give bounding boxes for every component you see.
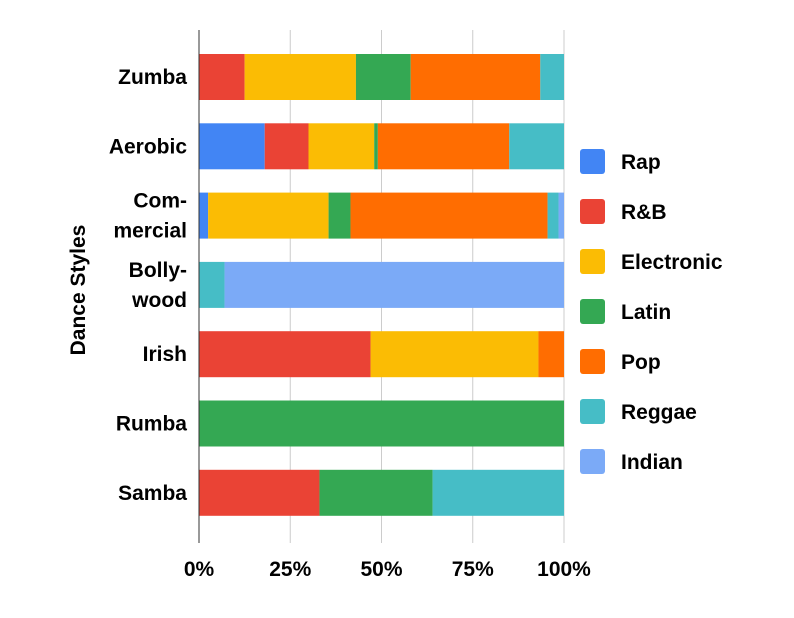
- category-label: wood: [131, 289, 187, 312]
- legend-item[interactable]: Electronic: [580, 249, 723, 274]
- x-tick-label: 100%: [537, 558, 591, 581]
- bar-segment-pop: [350, 192, 548, 239]
- legend-swatch: [580, 349, 605, 374]
- legend-item[interactable]: Latin: [580, 299, 671, 324]
- legend-label: R&B: [621, 201, 667, 224]
- category-label: Samba: [118, 482, 187, 505]
- legend-label: Rap: [621, 151, 661, 174]
- x-tick-labels: 0% 25% 50% 75% 100%: [184, 558, 591, 581]
- x-tick-label: 0%: [184, 558, 215, 581]
- bar-segment-r-b: [199, 469, 320, 516]
- legend-item[interactable]: Rap: [580, 149, 661, 174]
- bar-segment-latin: [199, 400, 564, 447]
- bar-segment-rap: [199, 123, 265, 170]
- legend-swatch: [580, 249, 605, 274]
- x-tick-label: 75%: [452, 558, 494, 581]
- legend-swatch: [580, 299, 605, 324]
- bar-segment-reggae: [540, 54, 564, 100]
- bar-segment-latin: [319, 469, 433, 516]
- category-label: Bolly-: [129, 259, 187, 282]
- legend-label: Indian: [621, 451, 683, 474]
- bar-segment-reggae: [432, 469, 564, 516]
- bar-segment-electronic: [308, 123, 375, 170]
- bar-segment-reggae: [547, 192, 559, 239]
- bar-segment-pop: [410, 54, 541, 100]
- legend-item[interactable]: R&B: [580, 199, 667, 224]
- legend: Rap R&B Electronic Latin Pop Reggae Indian: [580, 149, 723, 474]
- legend-swatch: [580, 449, 605, 474]
- x-tick-label: 25%: [269, 558, 311, 581]
- category-label: Rumba: [116, 413, 187, 436]
- legend-label: Latin: [621, 301, 671, 324]
- legend-label: Electronic: [621, 251, 723, 274]
- legend-item[interactable]: Reggae: [580, 399, 697, 424]
- category-labels: Zumba Aerobic Com-mercial Bolly-wood Irish Ru…: [109, 66, 188, 505]
- category-label: Aerobic: [109, 135, 188, 158]
- category-label: Zumba: [118, 66, 187, 89]
- bar-segment-electronic: [208, 192, 329, 239]
- bar-segment-indian: [558, 192, 564, 239]
- x-tick-label: 50%: [360, 558, 402, 581]
- legend-label: Reggae: [621, 401, 697, 424]
- bar-segment-reggae: [509, 123, 564, 170]
- bars: [199, 54, 565, 516]
- bar-segment-rap: [199, 192, 209, 239]
- category-label: Com-: [133, 190, 187, 213]
- bar-segment-latin: [328, 192, 351, 239]
- legend-swatch: [580, 199, 605, 224]
- bar-segment-latin: [374, 123, 378, 170]
- bar-segment-latin: [355, 54, 411, 100]
- bar-segment-pop: [538, 331, 564, 378]
- category-label: Irish: [143, 343, 187, 366]
- bar-segment-r-b: [264, 123, 309, 170]
- legend-swatch: [580, 149, 605, 174]
- category-label: mercial: [113, 220, 187, 243]
- bar-segment-electronic: [370, 331, 539, 378]
- legend-swatch: [580, 399, 605, 424]
- legend-label: Pop: [621, 351, 661, 374]
- bar-segment-indian: [224, 261, 565, 308]
- bar-segment-r-b: [199, 331, 371, 378]
- legend-item[interactable]: Pop: [580, 349, 661, 374]
- bar-segment-electronic: [244, 54, 356, 100]
- bar-segment-r-b: [199, 54, 245, 100]
- legend-item[interactable]: Indian: [580, 449, 683, 474]
- bar-segment-reggae: [199, 261, 225, 308]
- y-axis-title: Dance Styles: [67, 225, 90, 356]
- bar-segment-pop: [377, 123, 510, 170]
